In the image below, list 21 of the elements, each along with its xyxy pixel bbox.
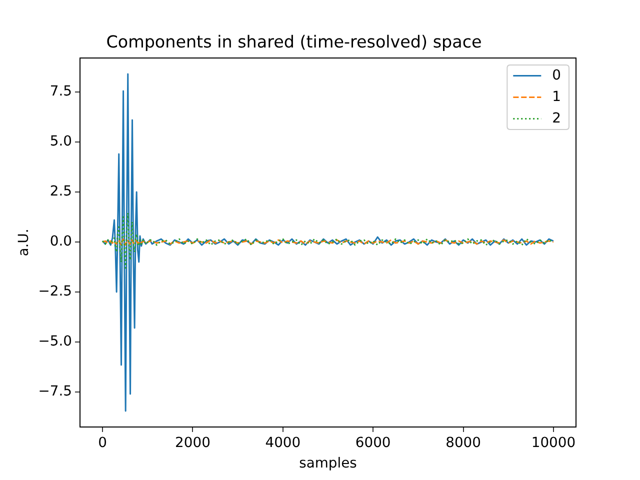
line-series	[102, 238, 554, 246]
x-tick-label: 6000	[355, 434, 391, 451]
y-axis-title: a.U.	[16, 228, 32, 256]
x-tick-label: 4000	[265, 434, 301, 451]
x-axis-title: samples	[299, 455, 357, 472]
x-tick-label: 2000	[175, 434, 210, 451]
y-tick-label: 2.5	[50, 184, 72, 200]
chart-title: Components in shared (time-resolved) space	[106, 31, 482, 52]
legend-label: 1	[552, 88, 562, 105]
y-tick-label: 0.0	[50, 234, 72, 250]
y-tick-label: 5.0	[50, 134, 72, 150]
legend-label: 2	[552, 110, 562, 126]
y-tick-label: −5.0	[38, 334, 72, 350]
line-series	[102, 212, 554, 269]
y-tick-label: 7.5	[50, 84, 72, 100]
y-tick-label: −7.5	[38, 384, 72, 400]
x-tick-label: 10000	[531, 434, 576, 451]
x-tick-label: 8000	[446, 434, 481, 451]
x-tick-label: 0	[98, 434, 107, 451]
y-tick-label: −2.5	[38, 284, 72, 300]
legend-label: 0	[552, 67, 562, 84]
